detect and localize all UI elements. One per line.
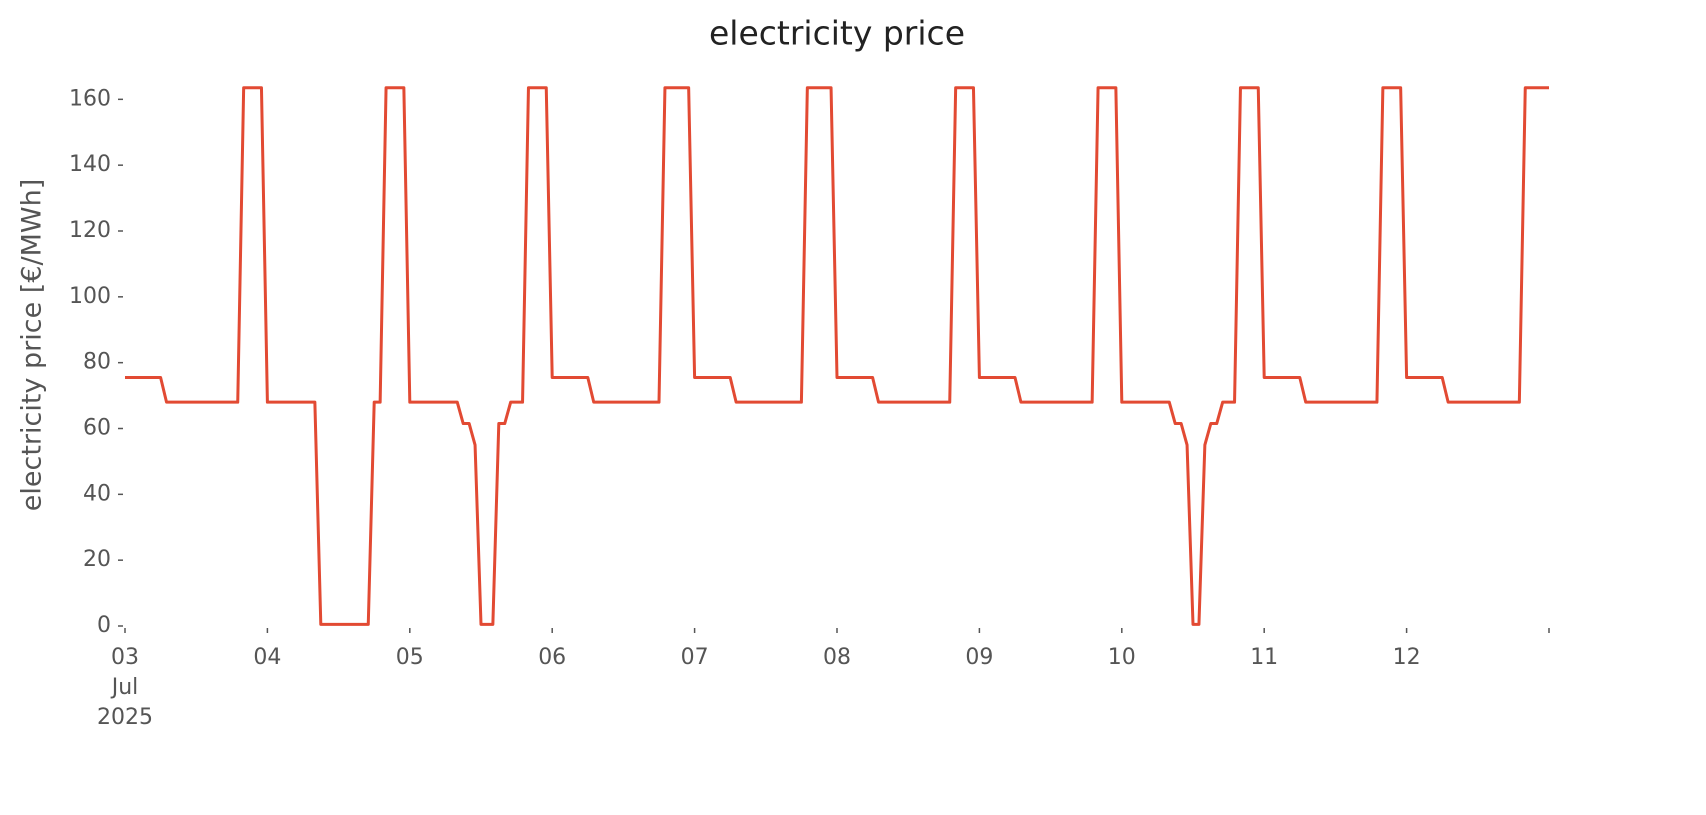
- y-tick-label: 60: [83, 416, 111, 441]
- x-tick-label: 03 Jul 2025: [97, 645, 153, 730]
- x-tick-label: 05: [396, 645, 424, 670]
- y-tick-label: 160: [69, 86, 111, 111]
- y-tick-label: 20: [83, 547, 111, 572]
- x-tick-label: 09: [965, 645, 993, 670]
- x-tick-label: 06: [538, 645, 566, 670]
- chart-title: electricity price: [709, 14, 965, 53]
- x-tick-label: 12: [1393, 645, 1421, 670]
- x-tick-label: 10: [1108, 645, 1136, 670]
- y-tick-label: 100: [69, 284, 111, 309]
- x-tick-label: 08: [823, 645, 851, 670]
- y-tick-label: 140: [69, 152, 111, 177]
- y-tick-label: 120: [69, 218, 111, 243]
- y-tick-label: 40: [83, 481, 111, 506]
- price-line: [125, 86, 1549, 626]
- y-axis-label: electricity price [€/MWh]: [17, 179, 48, 511]
- y-tick-label: 80: [83, 350, 111, 375]
- x-tick-label: 11: [1250, 645, 1278, 670]
- x-tick-label-line: Jul: [110, 675, 139, 700]
- x-tick-label: 07: [681, 645, 709, 670]
- x-tick-label: 04: [253, 645, 281, 670]
- y-tick-label: 0: [97, 613, 111, 638]
- x-tick-label-line: 2025: [97, 705, 153, 730]
- x-tick-label-line: 03: [111, 645, 139, 670]
